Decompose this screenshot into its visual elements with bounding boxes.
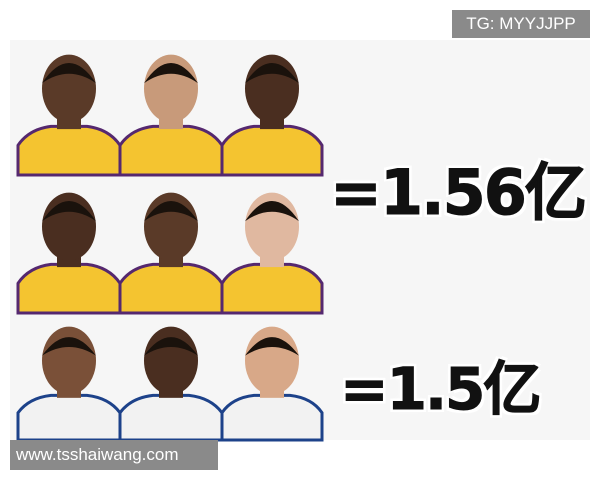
group-total: =1.5亿 [339, 355, 541, 424]
head [42, 326, 96, 395]
hair [245, 200, 299, 222]
head [144, 326, 198, 395]
hair [144, 200, 198, 222]
hair [42, 337, 96, 356]
jersey [118, 393, 224, 442]
hair [245, 337, 299, 356]
footer-url: www.tsshaiwang.com [10, 440, 218, 470]
jersey [16, 124, 122, 177]
jersey [220, 262, 324, 315]
jersey [220, 393, 324, 442]
hair [42, 62, 96, 84]
head [245, 326, 299, 395]
background-panel [10, 40, 590, 440]
hair [42, 200, 96, 222]
hair [144, 62, 198, 84]
group-total: =1.56亿 [330, 156, 588, 230]
watermark: TG: MYYJJPP [452, 10, 590, 38]
jersey [118, 124, 224, 177]
jersey [220, 124, 324, 177]
jersey [16, 262, 122, 315]
hair [245, 62, 299, 84]
jersey [16, 393, 122, 442]
hair [144, 337, 198, 356]
jersey [118, 262, 224, 315]
